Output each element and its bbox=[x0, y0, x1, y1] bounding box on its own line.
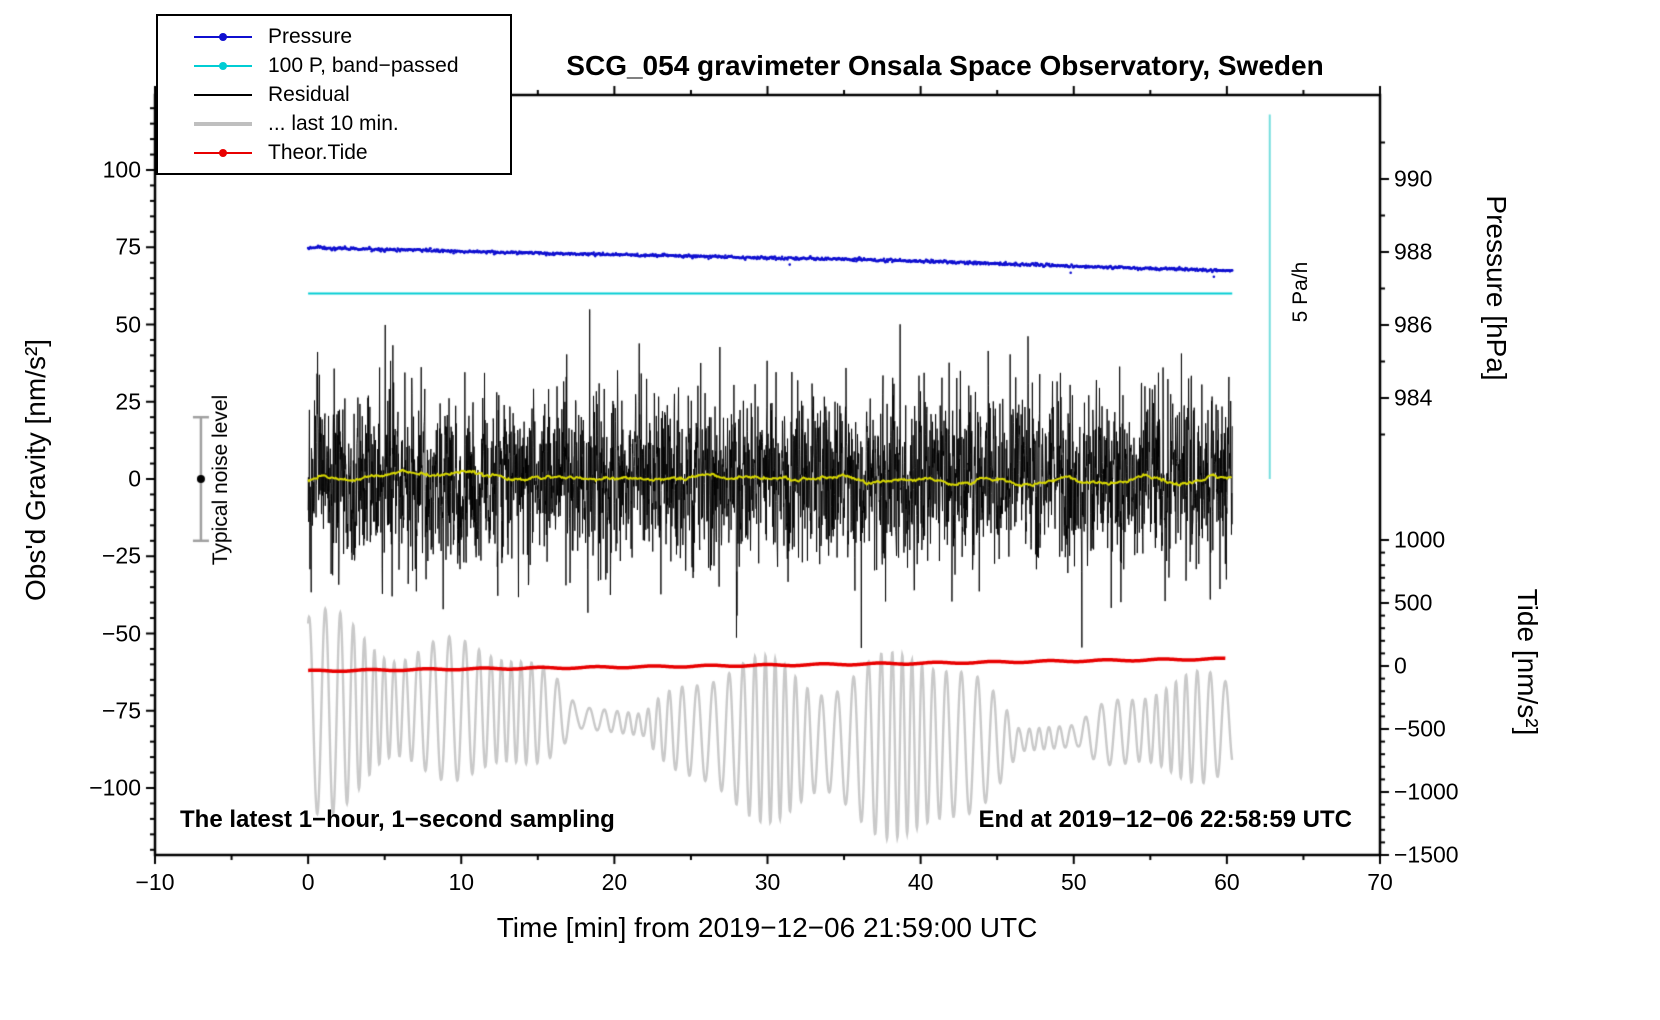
tick-label: −50 bbox=[101, 620, 141, 646]
end-time-note: End at 2019−12−06 22:58:59 UTC bbox=[978, 806, 1352, 833]
tick-label: 40 bbox=[907, 869, 934, 895]
legend-item: ... last 10 min. bbox=[158, 109, 510, 138]
tick-label: 500 bbox=[1394, 589, 1433, 616]
tick-label: 0 bbox=[1394, 652, 1407, 679]
legend-label: 100 P, band−passed bbox=[268, 53, 459, 77]
legend-item: Theor.Tide bbox=[158, 138, 510, 167]
tick-label: 20 bbox=[601, 869, 628, 895]
tick-label: 60 bbox=[1214, 869, 1240, 895]
tick-label: −100 bbox=[89, 774, 141, 801]
y-axis-label-tide: Tide [nm/s²] bbox=[1512, 588, 1543, 736]
x-axis-label-time: Time [min] from 2019−12−06 21:59:00 UTC bbox=[496, 912, 1038, 943]
legend-marker-thick-line bbox=[194, 119, 252, 129]
tick-label: 100 bbox=[102, 156, 141, 183]
pressure-rate-label: 5 Pa/h bbox=[1289, 261, 1312, 323]
tick-label: −1000 bbox=[1394, 778, 1459, 805]
tick-label: 0 bbox=[301, 869, 315, 895]
tick-label: −75 bbox=[101, 697, 141, 724]
tick-label: 0 bbox=[128, 465, 141, 492]
tick-label: −500 bbox=[1394, 715, 1446, 742]
y-axis-label-gravity: Obs'd Gravity [nm/s²] bbox=[20, 338, 51, 602]
legend-marker-line-dot bbox=[194, 61, 252, 71]
legend-label: ... last 10 min. bbox=[268, 111, 399, 135]
legend-label: Theor.Tide bbox=[268, 140, 368, 164]
legend-marker-line-dot bbox=[194, 32, 252, 42]
y-axis-label-pressure: Pressure [hPa] bbox=[1481, 195, 1512, 381]
tick-label: 50 bbox=[115, 311, 141, 337]
legend-label: Residual bbox=[268, 82, 350, 106]
tick-label: 25 bbox=[115, 388, 141, 415]
tick-label: −25 bbox=[101, 542, 141, 569]
legend-marker-line bbox=[194, 90, 252, 100]
sampling-note: The latest 1−hour, 1−second sampling bbox=[180, 806, 615, 833]
legend-item: Pressure bbox=[158, 22, 510, 51]
tick-label: 70 bbox=[1367, 869, 1393, 895]
tick-label: 990 bbox=[1394, 165, 1433, 192]
tick-label: 984 bbox=[1394, 384, 1433, 411]
legend: Pressure 100 P, band−passed Residual ... la… bbox=[156, 14, 512, 175]
tick-label: 986 bbox=[1394, 311, 1433, 338]
legend-item: Residual bbox=[158, 80, 510, 109]
tick-label: 30 bbox=[754, 869, 781, 895]
tick-label: −10 bbox=[135, 869, 175, 895]
tick-label: 10 bbox=[448, 869, 475, 895]
legend-marker-line-dot bbox=[194, 148, 252, 158]
tick-label: 1000 bbox=[1394, 526, 1446, 553]
tick-label: 988 bbox=[1394, 238, 1433, 265]
legend-label: Pressure bbox=[268, 24, 353, 48]
legend-item: 100 P, band−passed bbox=[158, 51, 510, 80]
chart-title: SCG_054 gravimeter Onsala Space Observat… bbox=[566, 50, 1324, 81]
tick-label: 50 bbox=[1060, 869, 1087, 895]
noise-level-label: Typical noise level bbox=[209, 394, 232, 566]
tick-label: 75 bbox=[115, 233, 141, 260]
tick-label: −1500 bbox=[1394, 841, 1459, 868]
